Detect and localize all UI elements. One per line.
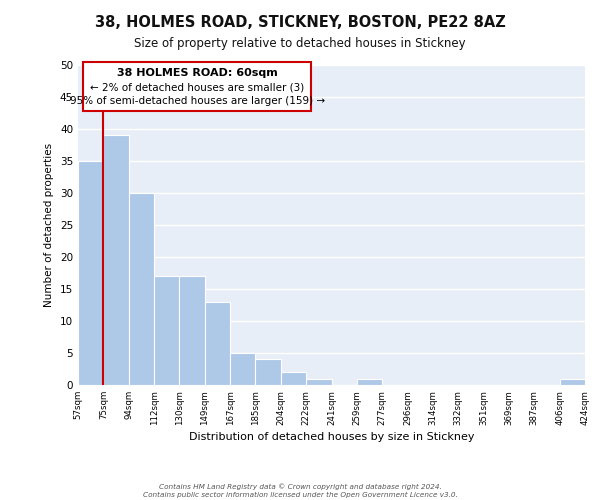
Bar [306, 378, 332, 385]
Bar [256, 360, 281, 385]
X-axis label: Distribution of detached houses by size in Stickney: Distribution of detached houses by size … [189, 432, 474, 442]
Bar [78, 161, 103, 385]
Text: 38, HOLMES ROAD, STICKNEY, BOSTON, PE22 8AZ: 38, HOLMES ROAD, STICKNEY, BOSTON, PE22 … [95, 15, 505, 30]
Bar [154, 276, 179, 385]
FancyBboxPatch shape [83, 62, 311, 111]
Text: ← 2% of detached houses are smaller (3): ← 2% of detached houses are smaller (3) [90, 82, 304, 92]
Text: Contains HM Land Registry data © Crown copyright and database right 2024.
Contai: Contains HM Land Registry data © Crown c… [143, 484, 457, 498]
Bar [128, 193, 154, 385]
Bar [230, 353, 256, 385]
Bar [205, 302, 230, 385]
Text: 95% of semi-detached houses are larger (159) →: 95% of semi-detached houses are larger (… [70, 96, 325, 106]
Bar [560, 378, 585, 385]
Text: 38 HOLMES ROAD: 60sqm: 38 HOLMES ROAD: 60sqm [117, 68, 278, 78]
Bar [179, 276, 205, 385]
Bar [357, 378, 382, 385]
Y-axis label: Number of detached properties: Number of detached properties [44, 143, 55, 307]
Bar [281, 372, 306, 385]
Bar [103, 136, 128, 385]
Text: Size of property relative to detached houses in Stickney: Size of property relative to detached ho… [134, 38, 466, 51]
